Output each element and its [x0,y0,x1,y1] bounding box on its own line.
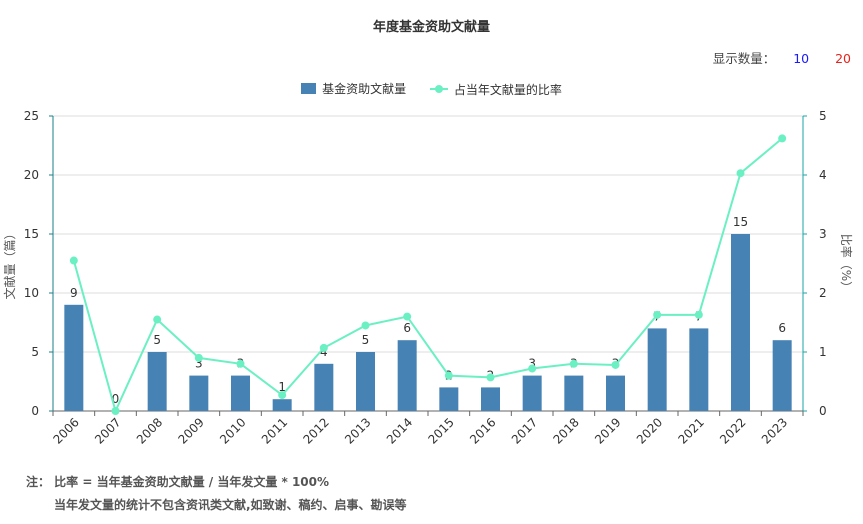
bar [272,399,292,411]
x-tick-label: 2011 [259,415,290,446]
x-tick-label: 2013 [342,415,373,446]
show-count-option-20[interactable]: 20 [835,51,851,66]
ratio-point [569,359,578,368]
legend-line-label: 占当年文献量的比率 [453,82,562,97]
y-tick-label-left: 10 [24,286,39,300]
y-tick-label-right: 1 [819,345,827,359]
ratio-point [319,343,328,352]
bar-data-label: 3 [195,357,203,371]
bar-data-label: 5 [362,333,370,347]
bar-data-label: 0 [112,392,120,406]
x-tick-label: 2014 [384,415,415,446]
ratio-point [694,310,703,319]
x-tick-label: 2017 [509,415,540,446]
chart-legend: 基金资助文献量 占当年文献量的比率 [0,80,863,98]
bar [189,375,209,411]
ratio-line [72,137,783,414]
legend-line-swatch [429,84,448,94]
y-tick-label-right: 3 [819,227,827,241]
y-axis-title-right: 比率（%） [839,234,854,293]
x-tick-label: 2007 [92,415,123,446]
ratio-point [528,364,537,373]
legend-bar-label: 基金资助文献量 [322,82,407,96]
x-tick-label: 2015 [425,415,456,446]
bar [147,352,167,411]
y-tick-label-left: 20 [24,168,39,182]
ratio-point [69,256,78,265]
ratio-point [153,315,162,324]
bar-data-label: 9 [70,286,78,300]
bar [64,304,84,411]
legend-bar-swatch [301,83,317,94]
x-tick-label: 2020 [634,415,665,446]
ratio-point [444,371,453,380]
x-tick-label: 2022 [717,415,748,446]
legend-item-line[interactable]: 占当年文献量的比率 [429,81,562,98]
ratio-point [111,407,120,415]
y-tick-label-left: 5 [31,345,39,359]
bar [689,328,709,411]
bar [231,375,250,411]
bar [314,363,334,411]
x-tick-label: 2012 [300,415,331,446]
y-tick-label-left: 0 [31,404,39,418]
bar-data-label: 6 [778,321,786,335]
legend-item-bar[interactable]: 基金资助文献量 [301,80,406,97]
y-tick-label-right: 0 [819,404,827,418]
ratio-point [611,360,620,369]
bar-data-label: 5 [153,333,161,347]
bar-data-label: 1 [278,380,286,394]
x-tick-label: 2023 [759,415,790,446]
note-exclusion: 当年发文量的统计不包含资讯类文献,如致谢、稿约、启事、勘误等 [54,498,407,512]
ratio-point [194,353,203,362]
bar [439,387,459,411]
ratio-point [736,169,745,178]
bar [481,387,500,411]
ratio-point [236,359,245,368]
x-tick-label: 2009 [175,415,206,446]
bar [606,375,625,411]
ratio-point [361,321,370,330]
bar [564,375,584,411]
y-tick-label-right: 4 [819,168,827,182]
show-count-label: 显示数量： [712,51,776,66]
bar-data-label: 3 [528,357,536,371]
y-axis-title-left: 文献量（篇） [2,227,17,299]
ratio-point [278,391,287,400]
x-tick-label: 2008 [134,415,165,446]
bar [647,328,667,411]
show-count-option-10[interactable]: 10 [793,51,810,66]
ratio-point [653,310,662,319]
ratio-point [778,134,787,143]
ratio-point [403,312,412,321]
bar [522,375,542,411]
x-tick-label: 2010 [217,415,248,446]
x-tick-label: 2016 [467,415,498,446]
y-tick-label-right: 5 [819,109,827,123]
x-tick-label: 2006 [50,415,81,446]
y-tick-label-left: 15 [24,227,39,241]
bar [772,340,792,411]
x-tick-label: 2018 [550,415,581,446]
bar-data-label: 15 [733,215,748,229]
bar-data-label: 6 [403,321,411,335]
note-ratio-formula: 注： 比率 = 当年基金资助文献量 / 当年发文量 * 100% [26,475,330,489]
x-tick-label: 2019 [592,415,623,446]
y-tick-label-left: 25 [24,109,39,123]
show-count-control: 显示数量： 10 20 [713,48,851,67]
chart-title: 年度基金资助文献量 [372,20,490,35]
bar [356,352,375,411]
ratio-point [486,373,495,382]
bar [731,234,750,411]
y-tick-label-right: 2 [819,286,827,300]
bar [397,340,417,411]
x-tick-label: 2021 [675,415,706,446]
